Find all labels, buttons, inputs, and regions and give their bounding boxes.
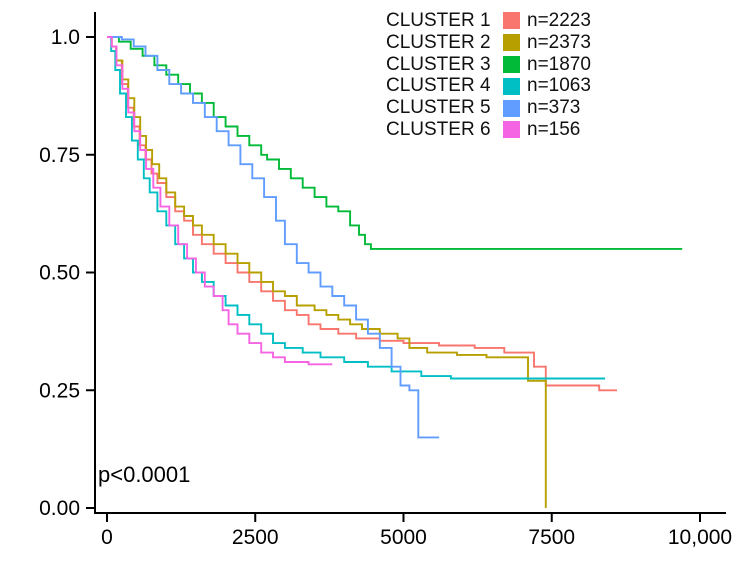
legend-count: n=373 <box>527 97 581 119</box>
legend-label: CLUSTER 4 <box>386 75 491 97</box>
legend-count: n=156 <box>527 118 581 140</box>
y-tick-label: 1.0 <box>51 26 80 49</box>
x-tick-label: 7500 <box>528 526 575 549</box>
legend-item-cluster-6: CLUSTER 6 n=156 <box>386 119 591 141</box>
x-tick-label: 0 <box>101 526 113 549</box>
legend-label: CLUSTER 2 <box>386 31 491 53</box>
legend-item-cluster-2: CLUSTER 2 n=2373 <box>386 32 591 54</box>
p-value-annotation: p<0.0001 <box>98 462 191 487</box>
y-tick-label: 0.50 <box>39 262 80 285</box>
x-tick-label: 10,000 <box>668 526 732 549</box>
legend-swatch <box>503 99 520 117</box>
series-line-cluster-3 <box>107 36 683 250</box>
legend-item-cluster-4: CLUSTER 4 n=1063 <box>386 75 591 97</box>
legend: CLUSTER 1 n=2223 CLUSTER 2 n=2373 CLUSTE… <box>386 10 591 141</box>
y-tick-label: 0.75 <box>39 144 80 167</box>
legend-item-cluster-5: CLUSTER 5 n=373 <box>386 97 591 119</box>
series-line-cluster-4 <box>107 36 606 380</box>
legend-swatch <box>503 12 520 30</box>
x-tick-label: 5000 <box>380 526 427 549</box>
y-tick-label: 0.00 <box>39 497 80 520</box>
series-line-cluster-6 <box>107 36 333 366</box>
legend-label: CLUSTER 3 <box>386 53 491 75</box>
legend-count: n=2223 <box>527 10 591 31</box>
legend-swatch <box>503 34 520 52</box>
legend-swatch <box>503 121 520 139</box>
legend-swatch <box>503 77 520 95</box>
legend-label: CLUSTER 6 <box>386 118 491 140</box>
legend-count: n=2373 <box>527 31 591 53</box>
legend-label: CLUSTER 5 <box>386 97 491 119</box>
legend-label: CLUSTER 1 <box>386 10 491 31</box>
x-tick-label: 2500 <box>232 526 279 549</box>
legend-count: n=1063 <box>527 75 591 97</box>
legend-count: n=1870 <box>527 53 591 75</box>
legend-item-cluster-1: CLUSTER 1 n=2223 <box>386 10 591 32</box>
legend-swatch <box>503 55 520 73</box>
legend-item-cluster-3: CLUSTER 3 n=1870 <box>386 54 591 76</box>
y-tick-label: 0.25 <box>39 379 80 402</box>
series-line-cluster-5 <box>107 36 440 439</box>
